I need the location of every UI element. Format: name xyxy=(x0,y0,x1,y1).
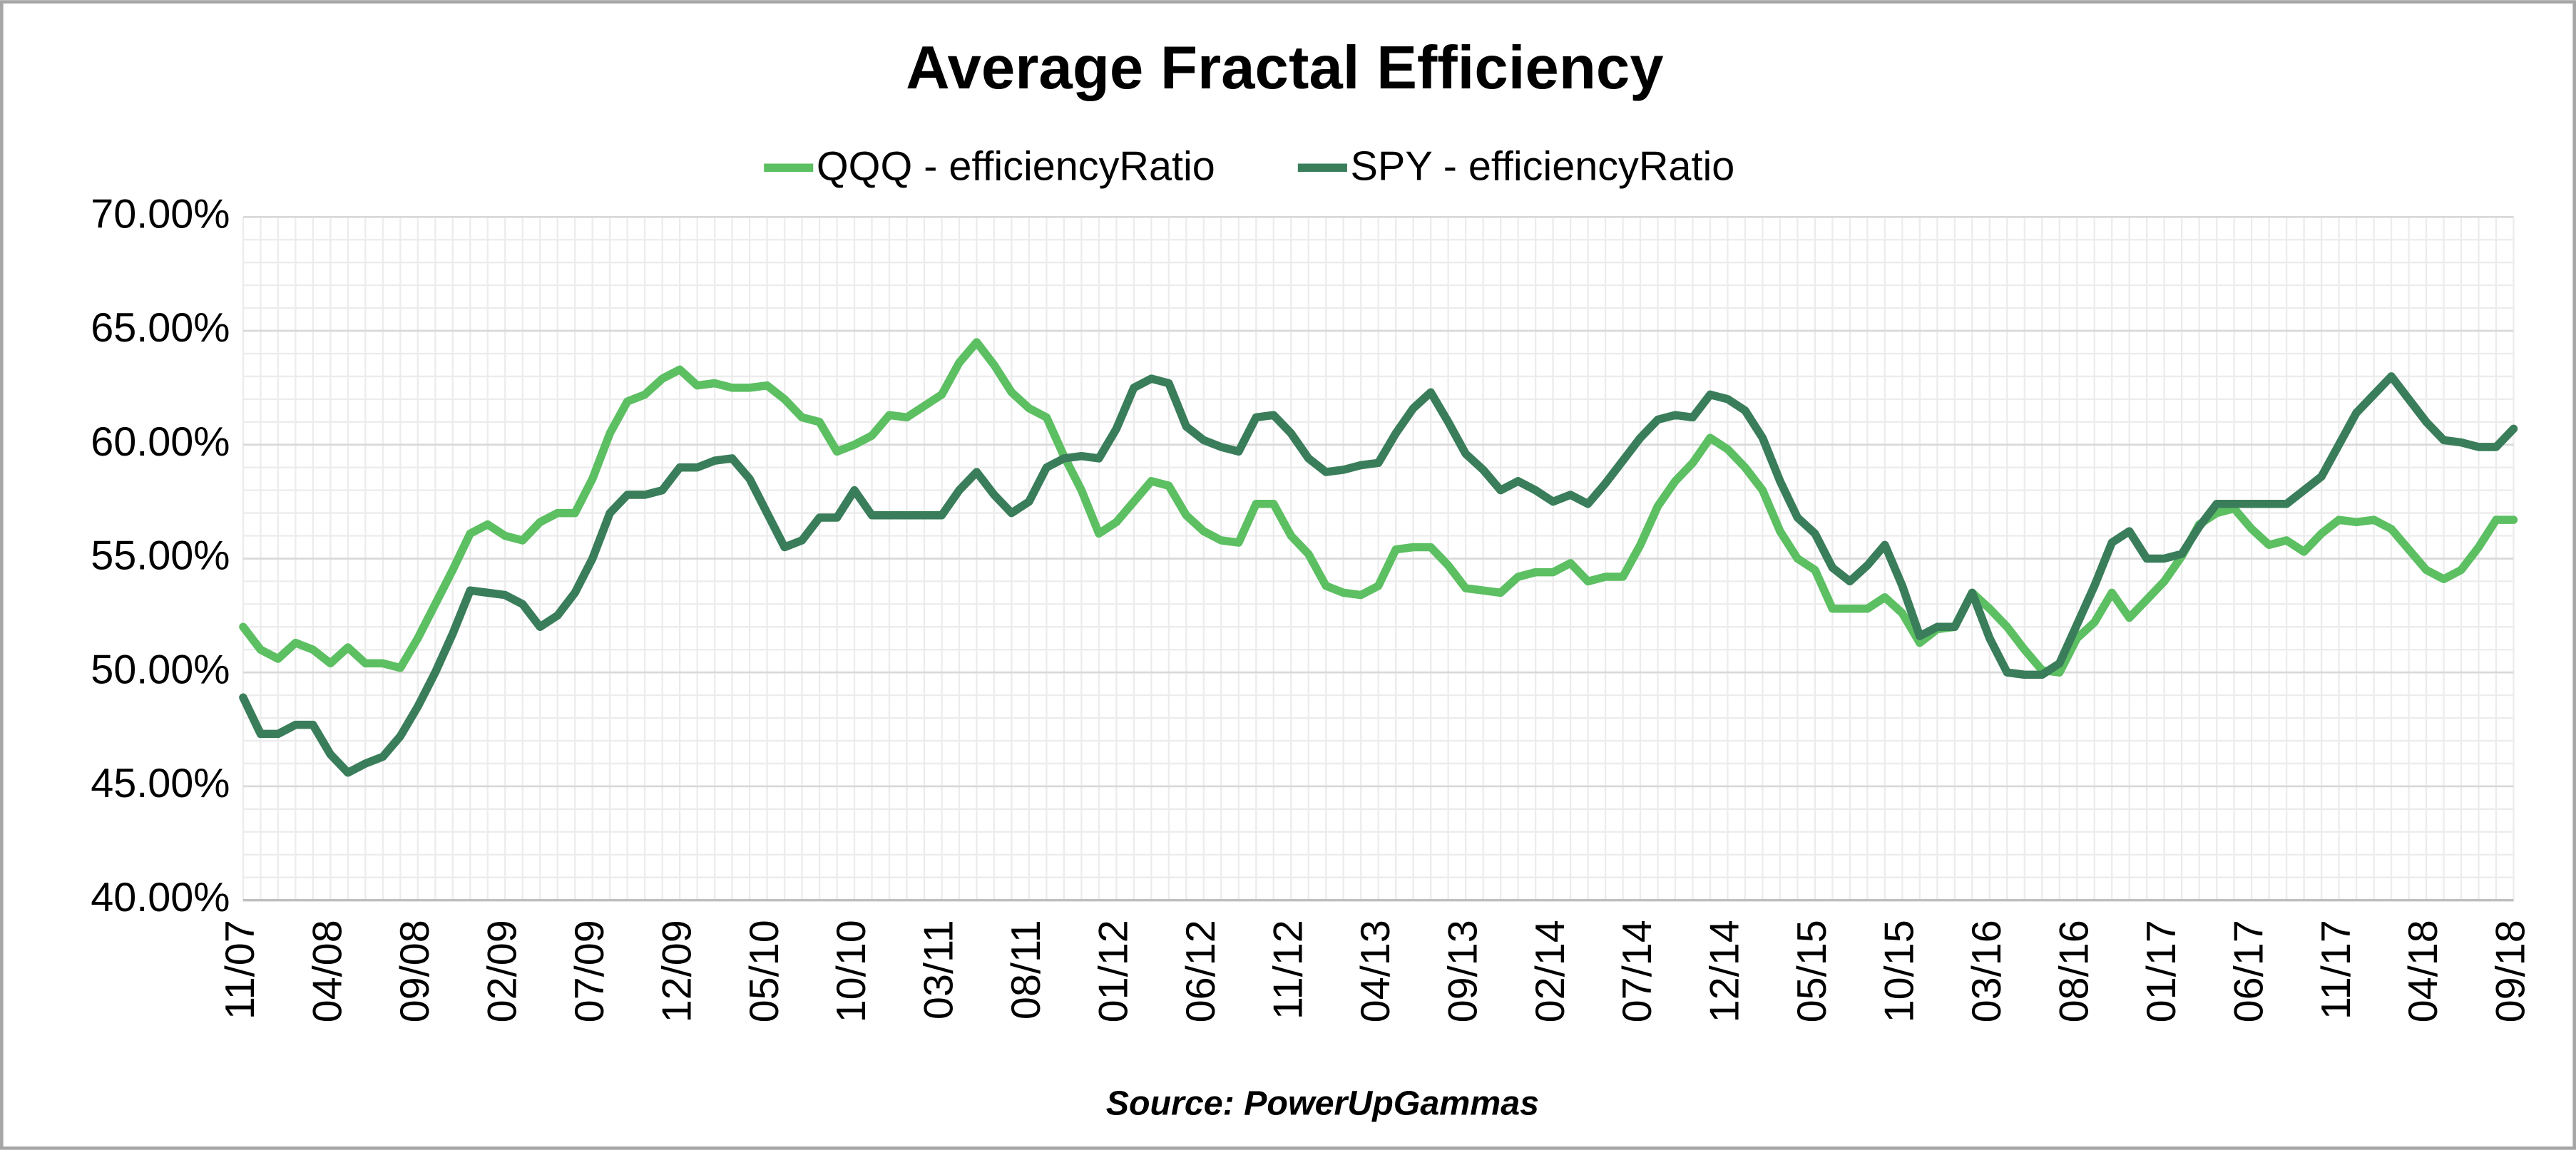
x-tick-label: 10/10 xyxy=(829,920,874,1022)
x-tick-label: 02/14 xyxy=(1528,920,1573,1022)
y-tick-label: 55.00% xyxy=(91,533,230,579)
x-tick-label: 08/16 xyxy=(2051,920,2097,1022)
x-tick-label: 03/16 xyxy=(1964,920,2010,1022)
chart-title: Average Fractal Efficiency xyxy=(906,34,1664,102)
x-tick-label: 03/11 xyxy=(916,920,962,1020)
x-tick-label: 12/14 xyxy=(1702,920,1748,1022)
legend-label: QQQ - efficiencyRatio xyxy=(817,144,1215,190)
x-tick-label: 10/15 xyxy=(1877,920,1923,1022)
x-tick-label: 11/07 xyxy=(218,920,263,1020)
y-tick-label: 65.00% xyxy=(91,305,230,351)
x-tick-label: 09/13 xyxy=(1440,920,1486,1022)
x-tick-label: 01/12 xyxy=(1091,920,1137,1022)
x-tick-label: 08/11 xyxy=(1003,920,1049,1020)
x-tick-label: 04/08 xyxy=(305,920,351,1022)
x-tick-label: 11/12 xyxy=(1265,920,1311,1020)
x-tick-label: 07/14 xyxy=(1615,920,1660,1022)
x-tick-label: 05/15 xyxy=(1789,920,1835,1022)
x-tick-label: 05/10 xyxy=(742,920,787,1022)
x-tick-label: 04/18 xyxy=(2401,920,2446,1022)
x-tick-label: 01/17 xyxy=(2139,920,2184,1022)
x-tick-label: 06/12 xyxy=(1178,920,1224,1022)
x-tick-label: 02/09 xyxy=(479,920,525,1022)
x-tick-label: 12/09 xyxy=(654,920,700,1022)
y-tick-label: 40.00% xyxy=(91,875,230,920)
y-tick-label: 60.00% xyxy=(91,419,230,465)
legend-label: SPY - efficiencyRatio xyxy=(1351,144,1735,190)
y-tick-label: 50.00% xyxy=(91,647,230,692)
y-tick-label: 70.00% xyxy=(91,192,230,237)
x-tick-label: 09/08 xyxy=(392,920,438,1022)
x-tick-label: 04/13 xyxy=(1353,920,1399,1022)
source-note: Source: PowerUpGammas xyxy=(1106,1084,1539,1122)
x-tick-label: 11/17 xyxy=(2314,920,2359,1020)
series-line xyxy=(239,338,2518,677)
series-line xyxy=(239,372,2518,777)
y-tick-label: 45.00% xyxy=(91,761,230,806)
x-tick-label: 07/09 xyxy=(567,920,613,1022)
x-tick-label: 06/17 xyxy=(2226,920,2271,1022)
x-tick-label: 09/18 xyxy=(2488,920,2534,1022)
